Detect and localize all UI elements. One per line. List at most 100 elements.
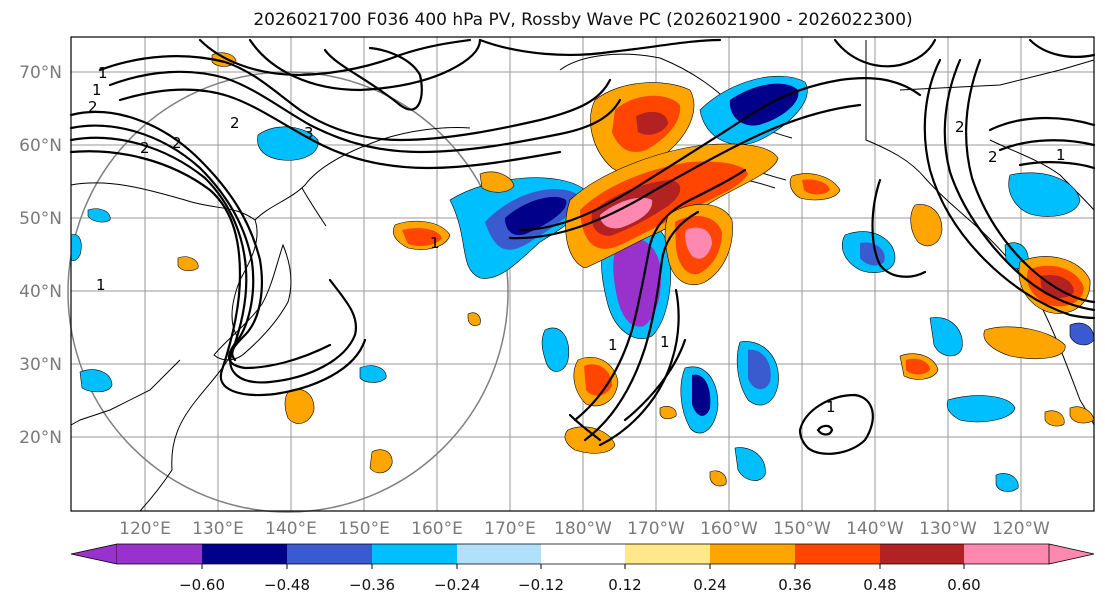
colorbar-extend-low — [70, 543, 118, 565]
pos-anomaly — [910, 204, 943, 246]
contour-label: 1 — [608, 336, 618, 354]
colorbar-extend-high — [1048, 543, 1095, 565]
colorbar-tick-label: 0.48 — [863, 576, 896, 594]
contour-label: 2 — [88, 98, 98, 116]
neg-anomaly — [692, 374, 711, 416]
pos-anomaly — [177, 256, 199, 272]
colorbar-segment — [372, 544, 457, 564]
contour-label: 1 — [826, 398, 836, 416]
pos-anomaly — [906, 358, 930, 375]
pos-anomaly — [479, 171, 515, 193]
colorbar-tick-label: −0.48 — [264, 576, 310, 594]
contour-label: 2 — [955, 118, 965, 136]
lon-label: 120°E — [119, 519, 171, 539]
neg-anomaly — [929, 317, 963, 357]
contour-label: 1 — [1056, 146, 1066, 164]
pos-anomaly — [600, 197, 653, 229]
neg-anomaly — [87, 208, 111, 223]
colorbar-tick-label: −0.12 — [518, 576, 564, 594]
colorbar-segment — [625, 544, 710, 564]
colorbar-tick-label: 0.24 — [693, 576, 726, 594]
longitude-labels: 120°E 130°E 140°E 150°E 160°E 170°E 180°… — [119, 519, 1050, 539]
lat-label: 60°N — [19, 136, 62, 156]
pos-anomaly — [983, 326, 1066, 360]
lon-label: 140°W — [846, 519, 904, 539]
negative-anomalies — [70, 75, 1095, 492]
pos-anomaly — [564, 426, 616, 454]
colorbar-outline — [117, 543, 1049, 565]
contour-labels: 1 1 2 2 2 2 3 1 1 1 1 1 2 2 1 — [88, 64, 1066, 416]
lon-label: 170°W — [627, 519, 685, 539]
lon-label: 180°W — [554, 519, 612, 539]
colorbar-segment — [795, 544, 880, 564]
map-panel: 1 1 2 2 2 2 3 1 1 1 1 1 2 2 1 — [67, 36, 1096, 513]
colorbar-segment — [117, 544, 202, 564]
lat-label: 30°N — [19, 355, 62, 375]
positive-anomalies — [177, 52, 1095, 487]
neg-anomaly — [505, 196, 567, 236]
neg-anomaly — [748, 349, 771, 390]
neg-anomaly — [729, 83, 799, 126]
colorbar-tick-label: 0.60 — [947, 576, 980, 594]
neg-anomaly — [995, 473, 1019, 492]
neg-anomaly — [734, 447, 766, 481]
latitude-labels: 70°N 60°N 50°N 40°N 30°N 20°N — [19, 63, 62, 448]
neg-anomaly — [79, 369, 113, 393]
lat-label: 50°N — [19, 209, 62, 229]
colorbar-segment — [880, 544, 964, 564]
colorbar-segment — [457, 544, 541, 564]
lon-label: 150°E — [338, 519, 390, 539]
neg-anomaly — [359, 365, 387, 383]
range-circle — [67, 71, 509, 513]
contour-label: 3 — [304, 124, 314, 142]
pos-anomaly — [369, 449, 393, 474]
pos-anomaly — [284, 389, 315, 424]
pos-anomaly — [636, 111, 668, 135]
contour-label: 1 — [430, 234, 440, 252]
colorbar-segment — [541, 544, 625, 564]
lat-label: 70°N — [19, 63, 62, 83]
colorbar-tick-label: 0.36 — [778, 576, 811, 594]
contour-label: 1 — [660, 333, 670, 351]
pos-anomaly — [709, 470, 727, 487]
pos-anomaly — [802, 179, 830, 195]
colorbar-tick-label: 0.12 — [608, 576, 641, 594]
contour-label: 2 — [988, 148, 998, 166]
colorbar: −0.60 −0.48 −0.36 −0.24 −0.12 0.12 0.24 … — [70, 543, 1095, 594]
pos-anomaly — [685, 227, 712, 259]
colorbar-tick-label: −0.24 — [434, 576, 480, 594]
colorbar-tick-label: −0.36 — [349, 576, 395, 594]
contour-label: 2 — [230, 114, 240, 132]
colorbar-tick-label: −0.60 — [179, 576, 225, 594]
neg-anomaly — [1008, 172, 1081, 217]
pos-anomaly — [402, 228, 442, 246]
lon-label: 120°W — [992, 519, 1050, 539]
neg-anomaly — [946, 395, 1016, 423]
lon-label: 130°W — [919, 519, 977, 539]
lat-label: 20°N — [19, 428, 62, 448]
colorbar-segment — [287, 544, 372, 564]
figure-title: 2026021700 F036 400 hPa PV, Rossby Wave … — [253, 10, 912, 30]
contour-label: 2 — [172, 134, 182, 152]
colorbar-ticks — [201, 564, 965, 569]
lon-label: 170°E — [484, 519, 536, 539]
lon-label: 150°W — [773, 519, 831, 539]
contour-label: 1 — [98, 64, 108, 82]
colorbar-segment — [202, 544, 287, 564]
neg-anomaly — [541, 327, 570, 372]
lon-label: 140°E — [265, 519, 317, 539]
map-frame — [70, 36, 1095, 512]
pos-anomaly — [467, 312, 481, 326]
contour-label: 1 — [96, 276, 106, 294]
neg-anomaly — [613, 238, 662, 327]
lat-label: 40°N — [19, 282, 62, 302]
colorbar-segment — [964, 544, 1049, 564]
pos-anomaly — [1044, 410, 1065, 427]
lon-label: 130°E — [192, 519, 244, 539]
pv-contours — [69, 38, 1096, 455]
contour-label: 1 — [92, 81, 102, 99]
pos-anomaly — [659, 406, 677, 420]
lon-label: 160°E — [411, 519, 463, 539]
colorbar-segment — [710, 544, 795, 564]
